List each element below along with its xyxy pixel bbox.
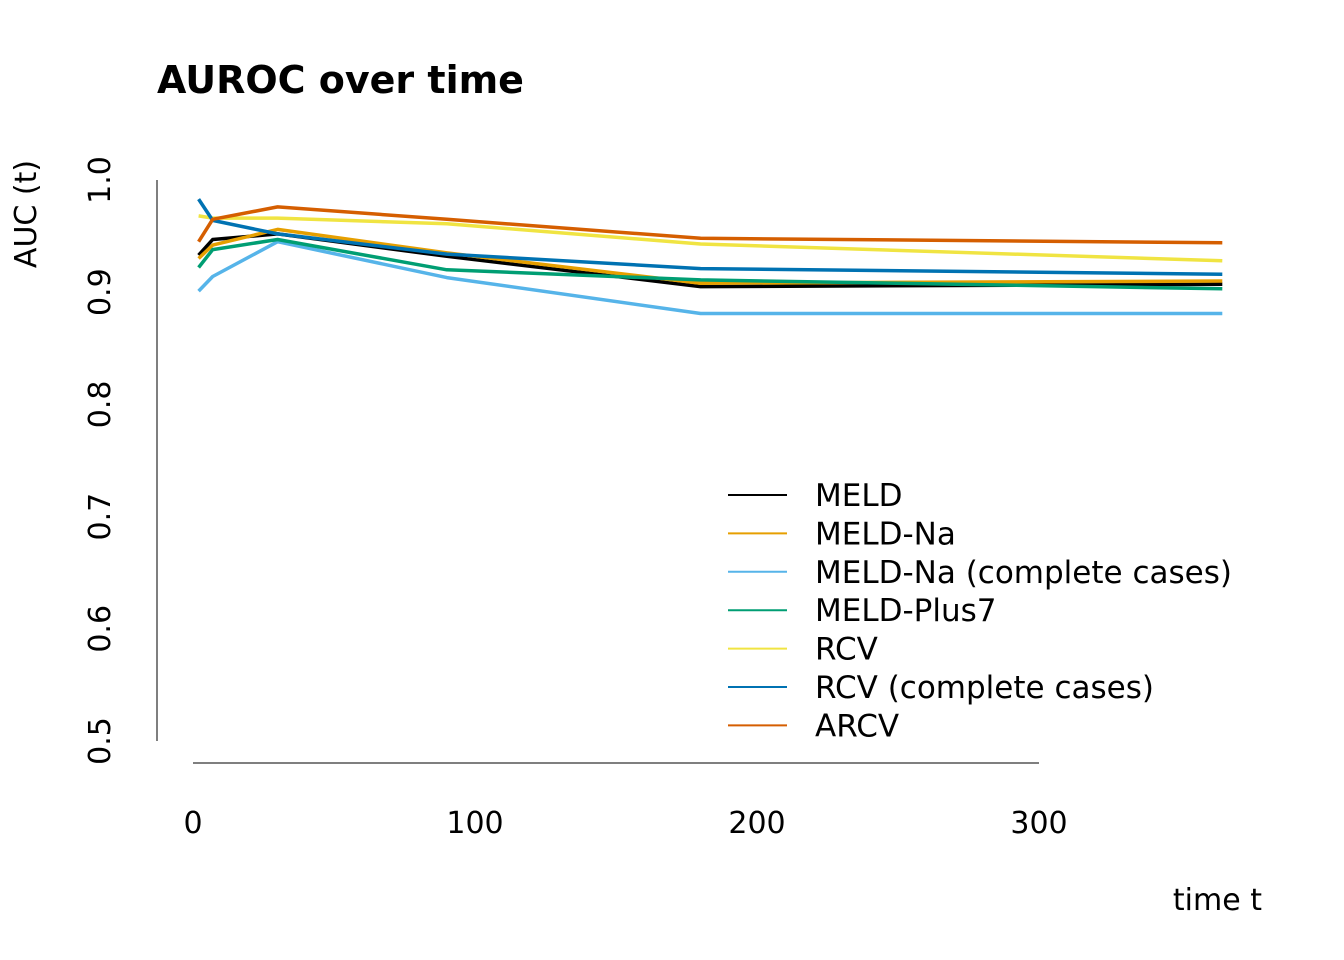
legend-item: MELD-Plus7 xyxy=(728,593,997,629)
x-tick-label: 100 xyxy=(446,806,503,841)
y-axis-label: AUC (t) xyxy=(9,160,44,268)
legend-label: RCV (complete cases) xyxy=(815,670,1154,706)
legend-label: RCV xyxy=(815,632,878,668)
legend-item: ARCV xyxy=(728,708,899,744)
y-tick-label: 0.6 xyxy=(83,605,118,653)
legend-label: MELD xyxy=(815,478,902,514)
y-tick-label: 0.9 xyxy=(83,268,118,316)
legend-label: MELD-Plus7 xyxy=(815,593,997,629)
x-tick-label: 0 xyxy=(183,806,202,841)
y-tick-label: 0.5 xyxy=(83,717,118,765)
legend-item: RCV xyxy=(728,632,878,668)
y-tick-label: 0.7 xyxy=(83,493,118,541)
legend-item: MELD-Na (complete cases) xyxy=(728,555,1232,591)
y-axis: 0.5 0.6 0.7 0.8 0.9 1.0 xyxy=(83,156,158,765)
series-line xyxy=(197,237,1223,291)
legend-label: MELD-Na (complete cases) xyxy=(815,555,1232,591)
x-tick-label: 200 xyxy=(728,806,785,841)
x-tick-label: 300 xyxy=(1010,806,1067,841)
y-tick-label: 1.0 xyxy=(83,156,118,204)
legend-label: ARCV xyxy=(815,708,899,744)
chart-title: AUROC over time xyxy=(157,58,524,102)
series-line xyxy=(197,198,1223,276)
legend-item: MELD xyxy=(728,478,902,514)
series-line xyxy=(197,239,1223,316)
legend-label: MELD-Na xyxy=(815,516,956,552)
x-axis: 0 100 200 300 xyxy=(183,762,1068,841)
legend-item: MELD-Na xyxy=(728,516,956,552)
y-tick-label: 0.8 xyxy=(83,381,118,429)
legend-item: RCV (complete cases) xyxy=(728,670,1154,706)
series-layer xyxy=(197,198,1223,316)
x-axis-label: time t xyxy=(1173,883,1262,918)
series-line xyxy=(197,205,1223,245)
